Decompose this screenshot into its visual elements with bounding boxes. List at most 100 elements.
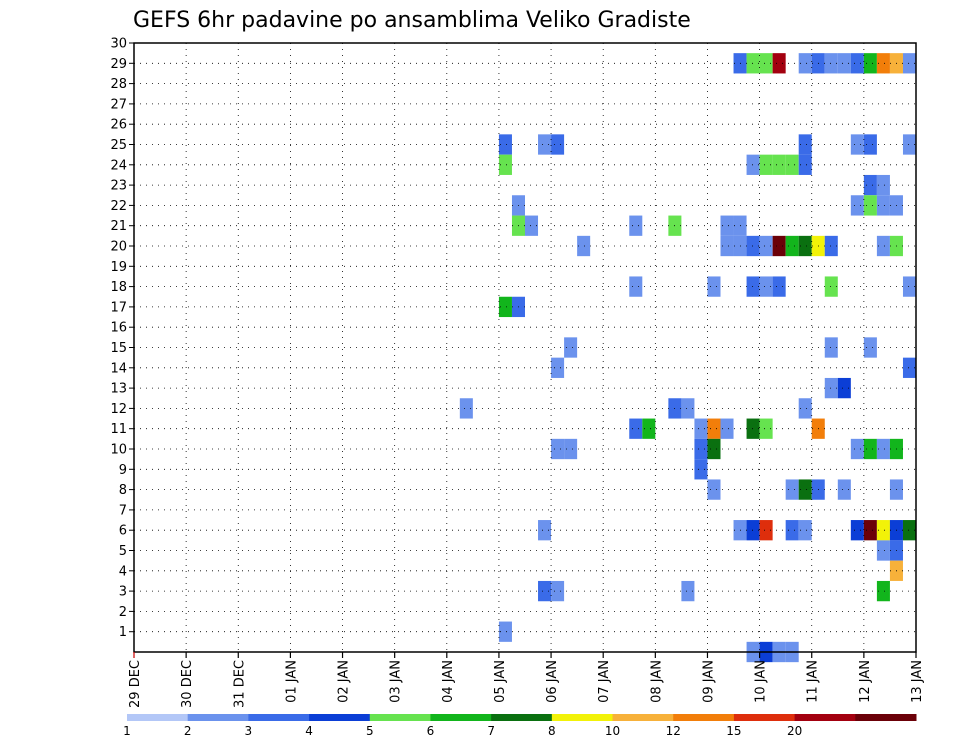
legend-threshold-label: 1 (123, 724, 131, 738)
x-tick-label: 07 JAN (597, 660, 612, 703)
precip-cell (876, 235, 890, 257)
x-tick-label: 06 JAN (545, 660, 560, 703)
precip-cell (759, 235, 773, 257)
precip-cell (538, 580, 552, 602)
precip-cell (876, 195, 890, 216)
precip-cell (798, 154, 812, 175)
y-tick-label: 25 (110, 138, 127, 153)
precip-cell (772, 276, 786, 297)
precip-cell (759, 520, 773, 541)
precip-cell (785, 154, 799, 175)
x-tick-label: 08 JAN (649, 660, 664, 703)
precip-cell (902, 520, 916, 541)
y-tick-label: 16 (110, 321, 127, 336)
precip-cell (746, 53, 760, 74)
x-axis-dates: 29 DEC 30 DEC 31 DEC 01 JAN 02 JAN 03 JAN 04 J… (128, 652, 925, 708)
precip-cell (629, 215, 643, 236)
legend-swatch (855, 714, 917, 721)
legend-swatch (248, 714, 310, 721)
y-tick-label: 30 (110, 37, 127, 52)
legend-swatch (187, 714, 249, 721)
precip-cell (850, 53, 864, 74)
x-tick-label: 09 JAN (701, 660, 716, 703)
precip-cell (564, 337, 578, 358)
y-tick-label: 11 (110, 422, 127, 437)
x-tick-label: 10 JAN (754, 660, 769, 703)
x-tick-label: 31 DEC (232, 660, 247, 708)
precip-cell (837, 53, 851, 74)
x-tick-label: 30 DEC (180, 660, 195, 708)
y-tick-label: 6 (119, 524, 127, 539)
precip-cell (759, 154, 773, 175)
legend-swatch (551, 714, 614, 721)
y-tick-label: 18 (110, 280, 127, 295)
precip-cell (785, 479, 799, 500)
precip-cell (746, 520, 760, 541)
precip-cell (759, 418, 773, 439)
x-tick-label: 12 JAN (858, 660, 873, 703)
precip-cell (720, 235, 734, 257)
precip-cell (746, 154, 760, 175)
legend-swatch (369, 714, 431, 721)
precip-cell (694, 438, 708, 460)
legend-swatch (794, 714, 856, 721)
y-tick-label: 27 (110, 97, 127, 112)
y-tick-label: 24 (110, 158, 127, 173)
precip-cell (746, 276, 760, 297)
precip-cell (824, 276, 838, 297)
precip-cell (772, 53, 786, 74)
precip-cell (772, 235, 786, 257)
precip-cell (707, 479, 721, 500)
legend-swatch (673, 714, 735, 721)
y-tick-label: 4 (119, 564, 127, 579)
y-tick-label: 28 (110, 77, 127, 92)
precip-cell (629, 418, 643, 439)
precip-cell (746, 418, 760, 439)
x-tick-label: 29 DEC (128, 660, 143, 708)
precip-cell (629, 276, 643, 297)
y-tick-label: 13 (110, 382, 127, 397)
precip-cell (759, 53, 773, 74)
precip-cell (863, 438, 877, 460)
precip-cell (824, 337, 838, 358)
precip-cell (837, 479, 851, 500)
precip-cell (837, 377, 851, 399)
precip-cell (798, 134, 812, 155)
x-tick-label: 13 JAN (910, 660, 925, 703)
legend-swatch (612, 714, 674, 721)
precip-cell (564, 438, 578, 460)
x-tick-label: 05 JAN (493, 660, 508, 703)
legend-threshold-label: 2 (184, 724, 192, 738)
legend-swatch (430, 714, 492, 721)
precip-cell (720, 418, 734, 439)
precip-cell (551, 438, 565, 460)
precip-cell (785, 520, 799, 541)
precip-cell (642, 418, 656, 439)
precip-cell (785, 235, 799, 257)
precip-cell (798, 53, 812, 74)
precip-cell (863, 53, 877, 74)
x-tick-label: 01 JAN (284, 660, 299, 703)
precip-cell (863, 195, 877, 216)
y-tick-label: 22 (110, 199, 127, 214)
precip-cell (707, 438, 721, 460)
y-tick-label: 10 (110, 443, 127, 458)
precip-cell (707, 276, 721, 297)
precip-cell (759, 276, 773, 297)
precip-cell (694, 459, 708, 480)
precip-cell (525, 215, 539, 236)
y-tick-label: 14 (110, 361, 127, 376)
precip-cell (863, 174, 877, 196)
x-tick-label: 11 JAN (806, 660, 821, 703)
precip-cell (863, 337, 877, 358)
x-tick-label: 02 JAN (337, 660, 352, 703)
y-tick-label: 2 (119, 605, 127, 620)
precip-cell (850, 520, 864, 541)
y-tick-label: 20 (110, 240, 127, 255)
precip-cell (798, 479, 812, 500)
precip-cell (824, 377, 838, 399)
y-tick-label: 9 (119, 463, 127, 478)
legend-threshold-label: 12 (666, 724, 681, 738)
precip-cell (876, 520, 890, 541)
precip-cell (459, 398, 473, 419)
